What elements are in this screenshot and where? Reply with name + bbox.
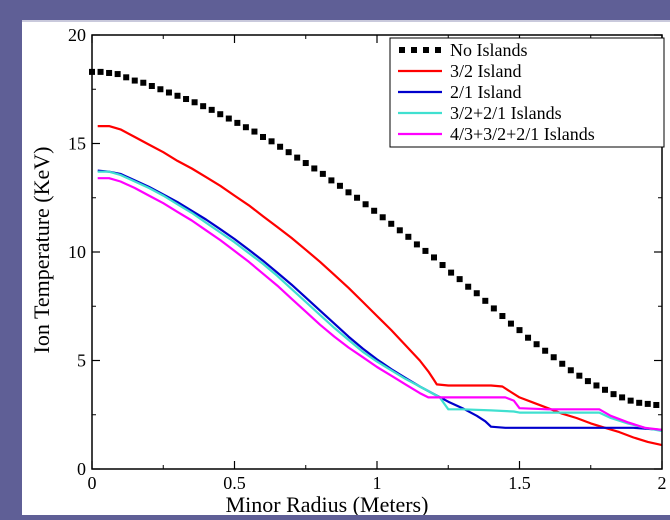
- legend-entry: No Islands: [450, 40, 528, 60]
- data-point: [559, 360, 566, 367]
- data-point: [507, 320, 514, 327]
- data-point: [225, 115, 232, 122]
- data-point: [525, 334, 532, 341]
- data-point: [285, 149, 292, 156]
- data-point: [311, 165, 318, 172]
- data-point: [362, 201, 369, 208]
- data-point: [456, 276, 463, 283]
- data-point: [131, 77, 138, 84]
- data-point: [345, 189, 352, 196]
- data-point: [593, 382, 600, 389]
- legend-entry: 2/1 Island: [450, 82, 522, 102]
- data-point: [371, 207, 378, 214]
- legend-marker: [423, 47, 429, 53]
- data-point: [516, 327, 523, 334]
- data-point: [473, 290, 480, 297]
- data-point: [165, 89, 172, 96]
- data-point: [482, 297, 489, 304]
- data-point: [123, 74, 130, 81]
- x-axis-label: Minor Radius (Meters): [226, 492, 429, 515]
- series-line: [97, 125, 663, 447]
- data-point: [490, 305, 497, 312]
- data-point: [208, 106, 215, 113]
- data-point: [174, 92, 181, 99]
- legend-entry: 3/2 Island: [450, 61, 522, 81]
- series-line: [97, 170, 663, 433]
- x-tick-label: 0: [88, 473, 97, 493]
- data-point: [336, 182, 343, 189]
- data-point: [302, 160, 309, 167]
- data-point: [644, 400, 651, 407]
- data-point: [413, 241, 420, 248]
- data-point: [106, 69, 113, 76]
- data-point: [610, 391, 617, 398]
- legend-entry: 3/2+2/1 Islands: [450, 103, 562, 123]
- data-point: [542, 347, 549, 354]
- data-point: [636, 399, 643, 406]
- y-tick-label: 5: [77, 351, 86, 371]
- y-axis-label: Ion Temperature (KeV): [29, 147, 54, 354]
- data-point: [191, 99, 198, 106]
- data-point: [217, 111, 224, 118]
- plot-area: [89, 68, 663, 447]
- slide-top-bar: [0, 0, 670, 22]
- data-point: [439, 262, 446, 269]
- slide-left-bar: [0, 0, 22, 515]
- x-tick-label: 2: [658, 473, 667, 493]
- data-point: [405, 233, 412, 240]
- data-point: [396, 227, 403, 234]
- x-tick-label: 1.5: [508, 473, 531, 493]
- data-point: [294, 154, 301, 161]
- x-tick-label: 0.5: [223, 473, 246, 493]
- data-point: [550, 354, 557, 361]
- data-point: [97, 68, 104, 75]
- data-point: [584, 378, 591, 385]
- data-point: [319, 170, 326, 177]
- series-line: [97, 169, 663, 431]
- data-point: [448, 269, 455, 276]
- data-point: [602, 386, 608, 393]
- data-point: [260, 133, 266, 140]
- data-point: [114, 71, 121, 78]
- y-tick-label: 10: [68, 242, 86, 262]
- data-point: [422, 247, 429, 254]
- y-tick-label: 0: [77, 459, 86, 479]
- legend-marker: [435, 47, 441, 53]
- data-point: [328, 177, 335, 184]
- legend-marker: [411, 47, 417, 53]
- legend-marker: [399, 47, 405, 53]
- data-point: [234, 119, 241, 126]
- data-point: [140, 79, 147, 86]
- data-point: [242, 124, 249, 131]
- series-line: [97, 177, 663, 431]
- data-point: [619, 394, 626, 401]
- data-point: [379, 214, 386, 221]
- data-point: [148, 82, 155, 89]
- y-tick-label: 15: [68, 134, 86, 154]
- data-point: [499, 313, 506, 320]
- data-point: [268, 138, 275, 145]
- x-tick-label: 1: [373, 473, 382, 493]
- legend-entry: 4/3+3/2+2/1 Islands: [450, 124, 595, 144]
- data-point: [200, 103, 207, 110]
- data-point: [354, 194, 361, 201]
- data-point: [627, 397, 634, 404]
- data-point: [183, 96, 190, 103]
- data-point: [157, 86, 164, 93]
- data-point: [567, 367, 574, 374]
- y-tick-label: 20: [68, 25, 86, 45]
- data-point: [251, 128, 258, 135]
- data-point: [576, 372, 583, 379]
- data-point: [431, 254, 437, 261]
- data-point: [533, 341, 540, 348]
- data-point: [388, 220, 395, 227]
- data-point: [465, 283, 472, 290]
- data-point: [653, 401, 660, 408]
- plot-panel: 0 0.5 1 1.5 2 0 5 10 15 20 Minor Radius (Meters) …: [22, 22, 670, 517]
- data-point: [277, 143, 284, 150]
